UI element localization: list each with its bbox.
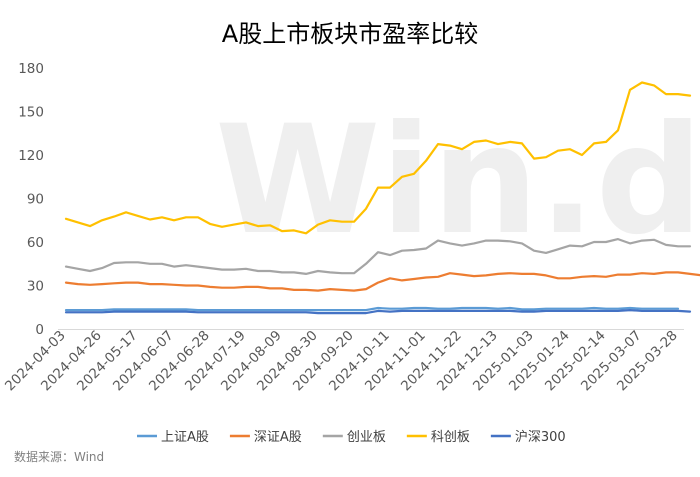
y-tick-label: 60 xyxy=(27,235,44,251)
chart-title: A股上市板块市盈率比较 xyxy=(222,20,478,48)
y-axis-ticks: 0 30 60 90 120 150 180 xyxy=(18,61,44,338)
y-tick-label: 30 xyxy=(27,279,44,295)
series-line xyxy=(64,306,680,312)
legend: 上证A股 深证A股 创业板 科创板 沪深300 xyxy=(137,429,566,445)
legend-label: 创业板 xyxy=(347,430,386,445)
legend-label: 上证A股 xyxy=(161,430,209,445)
x-axis-ticks: 2024-04-032024-04-262024-05-172024-06-07… xyxy=(2,328,681,395)
y-tick-label: 180 xyxy=(18,61,44,77)
legend-label: 沪深300 xyxy=(515,429,566,445)
legend-label: 科创板 xyxy=(431,430,470,445)
series-line xyxy=(64,81,692,235)
y-tick-label: 120 xyxy=(18,148,44,164)
series-line xyxy=(64,309,692,315)
series-lines xyxy=(64,81,700,315)
y-tick-label: 90 xyxy=(27,192,44,208)
series-line xyxy=(64,271,700,292)
legend-label: 深证A股 xyxy=(254,430,302,445)
y-tick-label: 0 xyxy=(35,322,44,338)
y-tick-label: 150 xyxy=(18,105,44,121)
data-source-note: 数据来源：Wind xyxy=(14,449,104,464)
series-line xyxy=(64,238,692,275)
